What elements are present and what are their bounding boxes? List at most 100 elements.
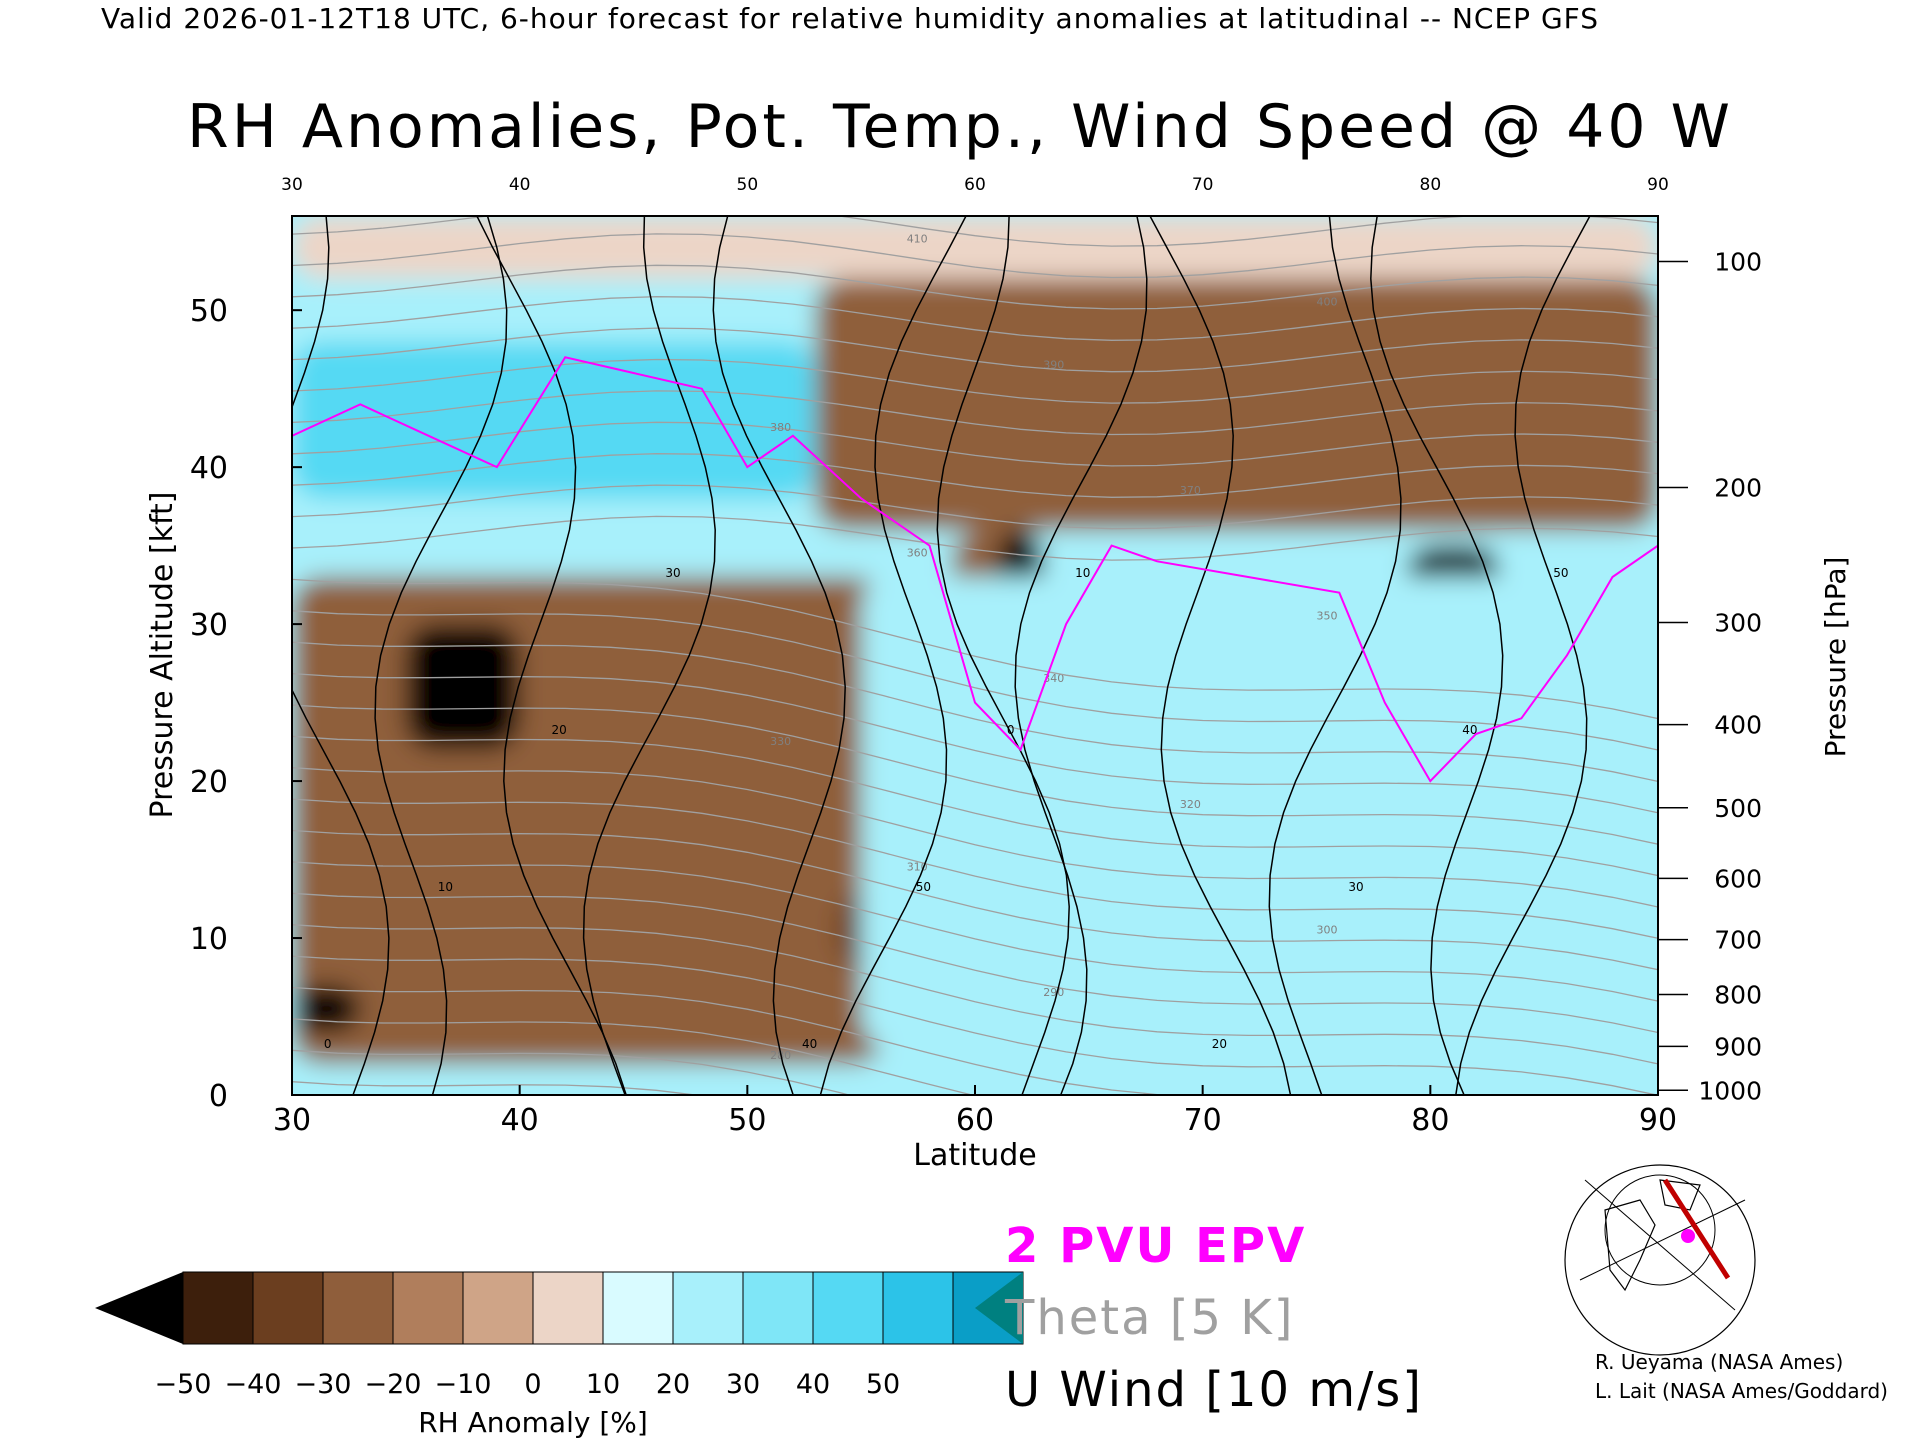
colorbar-tick-label: 20 [656, 1369, 690, 1400]
theta-contour [292, 892, 1658, 1034]
theta-label: 330 [770, 735, 791, 748]
rh-anomaly-region [815, 278, 1658, 530]
colorbar-tick-label: −50 [155, 1369, 212, 1400]
theta-label: 380 [770, 421, 791, 434]
theta-contour [292, 672, 1658, 814]
pressure-tick-label: 600 [1714, 864, 1762, 893]
u-wind-label: 10 [438, 880, 453, 894]
theta-contour [292, 453, 1658, 498]
map-coastline [1604, 1199, 1656, 1292]
theta-contour [292, 1081, 701, 1095]
epv-2pvu-path [292, 356, 1658, 783]
y-tick-label: 20 [190, 765, 228, 800]
colorbar-tick-label: −40 [225, 1369, 282, 1400]
theta-label: 320 [1180, 798, 1201, 811]
x-tick-label: 60 [956, 1103, 994, 1138]
epv-2pvu-line [292, 356, 1658, 783]
theta-label: 340 [1043, 672, 1064, 685]
axes: 3030404050506060707080809090010203040501… [190, 175, 1762, 1138]
map-meridian [1584, 1179, 1736, 1311]
theta-contour [292, 233, 1658, 279]
colorbar-swatch [812, 1271, 884, 1345]
y-tick-label: 50 [190, 294, 228, 329]
pressure-tick-label: 700 [1714, 926, 1762, 955]
colorbar-swatch [742, 1271, 814, 1345]
pressure-tick-label: 800 [1714, 981, 1762, 1010]
u-wind-label: 0 [1007, 723, 1015, 737]
inset-map [1560, 1164, 1758, 1356]
theta-label: 360 [907, 547, 928, 560]
u-wind-label: 10 [1075, 566, 1090, 580]
theta-label: 300 [1317, 923, 1338, 936]
theta-label: 370 [1180, 484, 1201, 497]
pressure-tick-label: 300 [1714, 609, 1762, 638]
u-wind-label: 40 [1462, 723, 1477, 737]
theta-contour [292, 1018, 975, 1095]
pressure-tick-label: 400 [1714, 711, 1762, 740]
theta-contour [292, 767, 1658, 908]
colorbar-tick-label: −30 [295, 1369, 352, 1400]
u-wind-contour [1014, 216, 1148, 1095]
u-wind-contour [374, 216, 508, 1095]
x-tick-label: 30 [273, 1103, 311, 1138]
x-top-tick-label: 30 [281, 175, 303, 195]
theta-contour [292, 986, 1176, 1095]
legend-epv: 2 PVU EPV [1005, 1218, 1307, 1274]
y-tick-label: 0 [209, 1079, 228, 1114]
theta-label: 390 [1043, 358, 1064, 371]
map-inner-circle [1604, 1174, 1716, 1286]
theta-contour [292, 515, 1658, 561]
u-wind-contours: 0 10 20 30 40 50 0 10 20 30 40 50 [292, 216, 1591, 1095]
x-tick-label: 40 [501, 1103, 539, 1138]
legend-theta: Theta [5 K] [1005, 1290, 1295, 1346]
theta-contour [292, 610, 1658, 751]
x-tick-label: 70 [1184, 1103, 1222, 1138]
x-axis-label: Latitude [913, 1138, 1036, 1173]
u-wind-label: 30 [1348, 880, 1363, 894]
colorbar-swatch [462, 1271, 534, 1345]
x-top-tick-label: 60 [964, 175, 986, 195]
colorbar-swatch [532, 1271, 604, 1345]
rh-anomaly-region [292, 577, 884, 1064]
theta-contour [292, 264, 1658, 310]
u-wind-label: 50 [916, 880, 931, 894]
colorbar-tick-label: 0 [524, 1369, 541, 1400]
pressure-tick-label: 900 [1714, 1032, 1762, 1061]
x-top-tick-label: 70 [1192, 175, 1214, 195]
colorbar-swatch [602, 1271, 674, 1345]
legend-uwind: U Wind [10 m/s] [1005, 1362, 1424, 1418]
x-top-tick-label: 80 [1420, 175, 1442, 195]
theta-label: 350 [1317, 609, 1338, 622]
pressure-tick-label: 500 [1714, 794, 1762, 823]
u-wind-label: 20 [552, 723, 567, 737]
u-wind-contour [936, 216, 1070, 1095]
colorbar-tick-label: −10 [435, 1369, 492, 1400]
colorbar-swatch [252, 1271, 324, 1345]
u-wind-contour [1455, 216, 1591, 1095]
x-tick-label: 80 [1411, 1103, 1449, 1138]
colorbar-tick-label: 40 [796, 1369, 830, 1400]
u-wind-contour [582, 216, 716, 1095]
colorbar-swatch [392, 1271, 464, 1345]
x-top-tick-label: 90 [1647, 175, 1669, 195]
colorbar-tick-label: −20 [365, 1369, 422, 1400]
colorbar-label: RH Anomaly [%] [418, 1406, 648, 1439]
x-tick-label: 50 [728, 1103, 766, 1138]
x-top-tick-label: 50 [737, 175, 759, 195]
theta-contour [292, 358, 1658, 404]
map-marker [1681, 1229, 1695, 1243]
u-wind-contour [476, 216, 627, 1095]
rh-anomaly-region [861, 577, 1658, 1048]
u-wind-label: 20 [1212, 1037, 1227, 1051]
colorbar-tick-label: 30 [726, 1369, 760, 1400]
colorbar-tick-label: 50 [866, 1369, 900, 1400]
theta-contour [292, 924, 1658, 1065]
colorbar-swatch [672, 1271, 744, 1345]
theta-label: 410 [907, 233, 928, 246]
u-wind-contour [1370, 216, 1504, 1095]
y-tick-label: 10 [190, 922, 228, 957]
theta-contour [292, 798, 1658, 939]
colorbar-high-arrow [975, 1272, 1023, 1344]
theta-contour [292, 1049, 852, 1095]
